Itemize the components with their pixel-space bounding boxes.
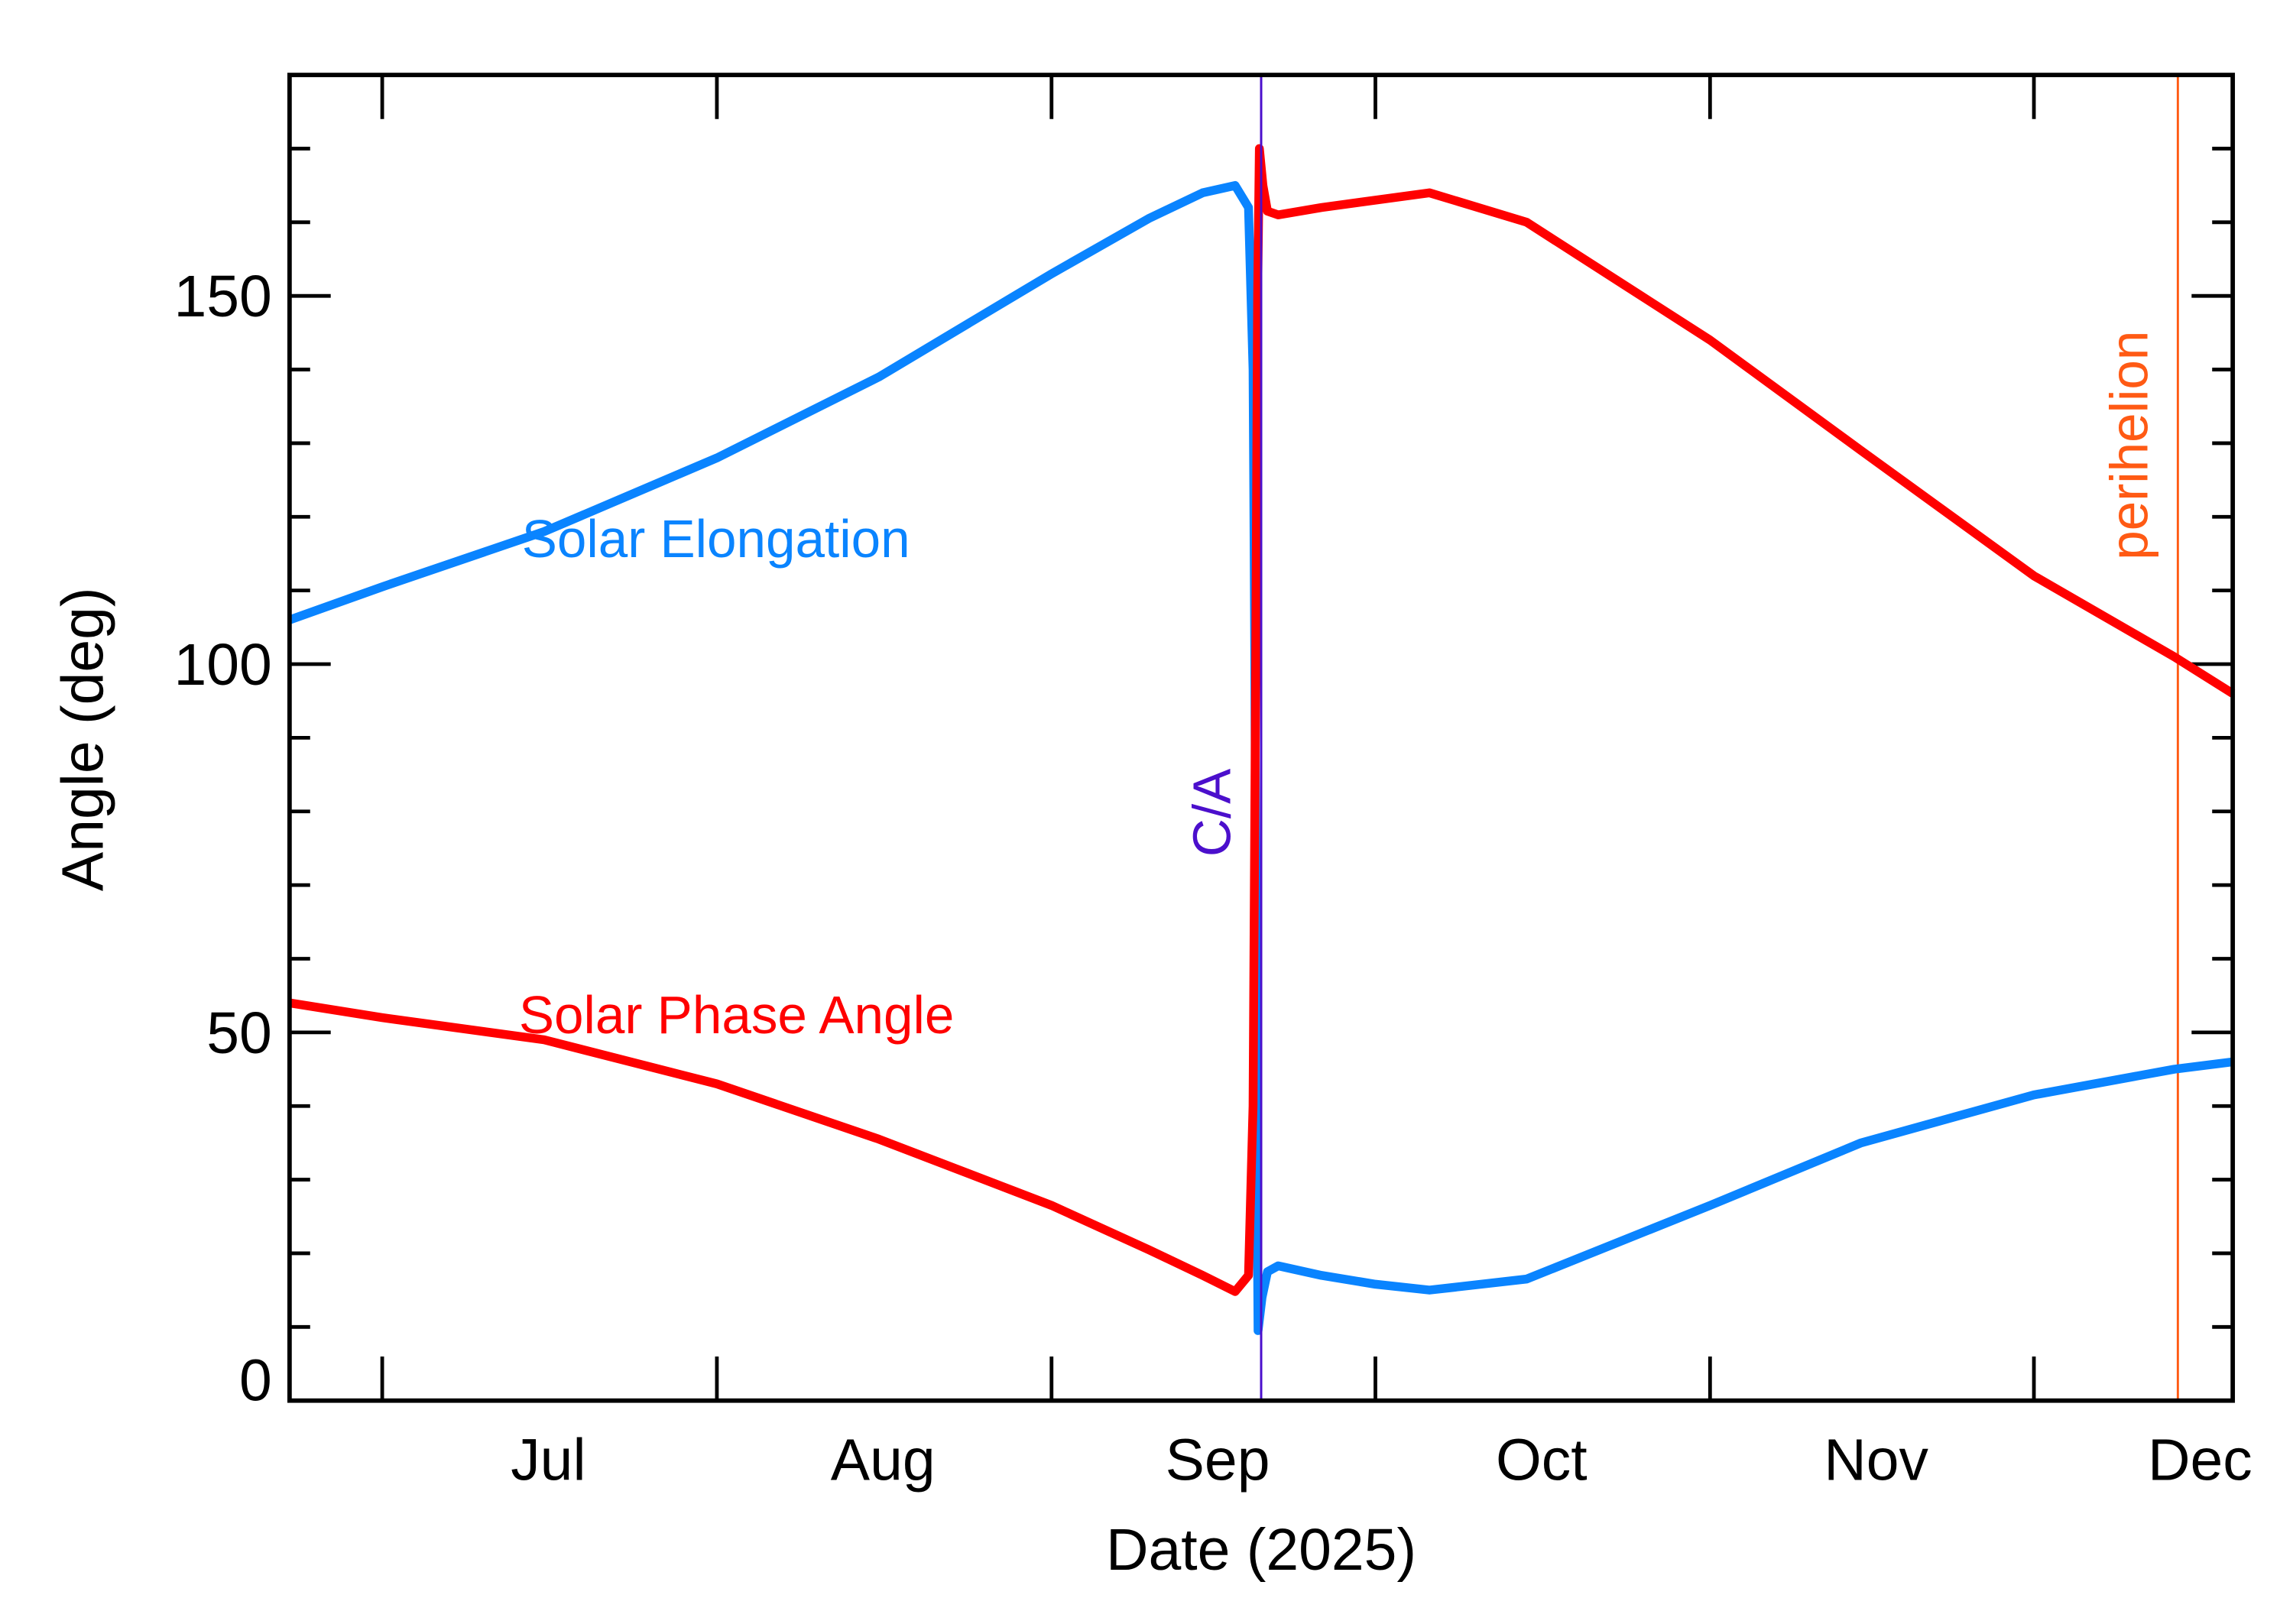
x-tick-labels: Jul Aug Sep Oct Nov Dec bbox=[511, 1428, 2252, 1493]
y-tick-label: 100 bbox=[174, 632, 271, 698]
label-solar-phase-angle: Solar Phase Angle bbox=[519, 985, 955, 1045]
x-tick-label-oct: Oct bbox=[1496, 1428, 1588, 1493]
x-tick-label-sep: Sep bbox=[1166, 1428, 1270, 1493]
label-perihelion: perihelion bbox=[2100, 331, 2159, 560]
series-line-solar-elongation bbox=[287, 180, 2233, 1335]
series-line-solar-phase-angle bbox=[288, 144, 2236, 1296]
x-tick-label-dec: Dec bbox=[2148, 1428, 2252, 1493]
x-axis-title: Date (2025) bbox=[1106, 1517, 1416, 1583]
label-closest-approach: C/A bbox=[1182, 768, 1242, 857]
y-tick-label: 0 bbox=[239, 1348, 272, 1414]
y-axis-title: Angle (deg) bbox=[50, 588, 116, 892]
x-tick-label-jul: Jul bbox=[511, 1428, 585, 1493]
series-lines bbox=[287, 75, 2236, 1401]
x-tick-label-aug: Aug bbox=[831, 1428, 936, 1493]
x-tick-label-nov: Nov bbox=[1824, 1428, 1928, 1493]
label-solar-elongation: Solar Elongation bbox=[522, 509, 910, 569]
plot-frame bbox=[287, 73, 2236, 1403]
y-tick-labels: 0 50 100 150 bbox=[174, 264, 271, 1414]
y-tick-label: 50 bbox=[206, 1000, 272, 1066]
y-tick-label: 150 bbox=[174, 264, 271, 329]
